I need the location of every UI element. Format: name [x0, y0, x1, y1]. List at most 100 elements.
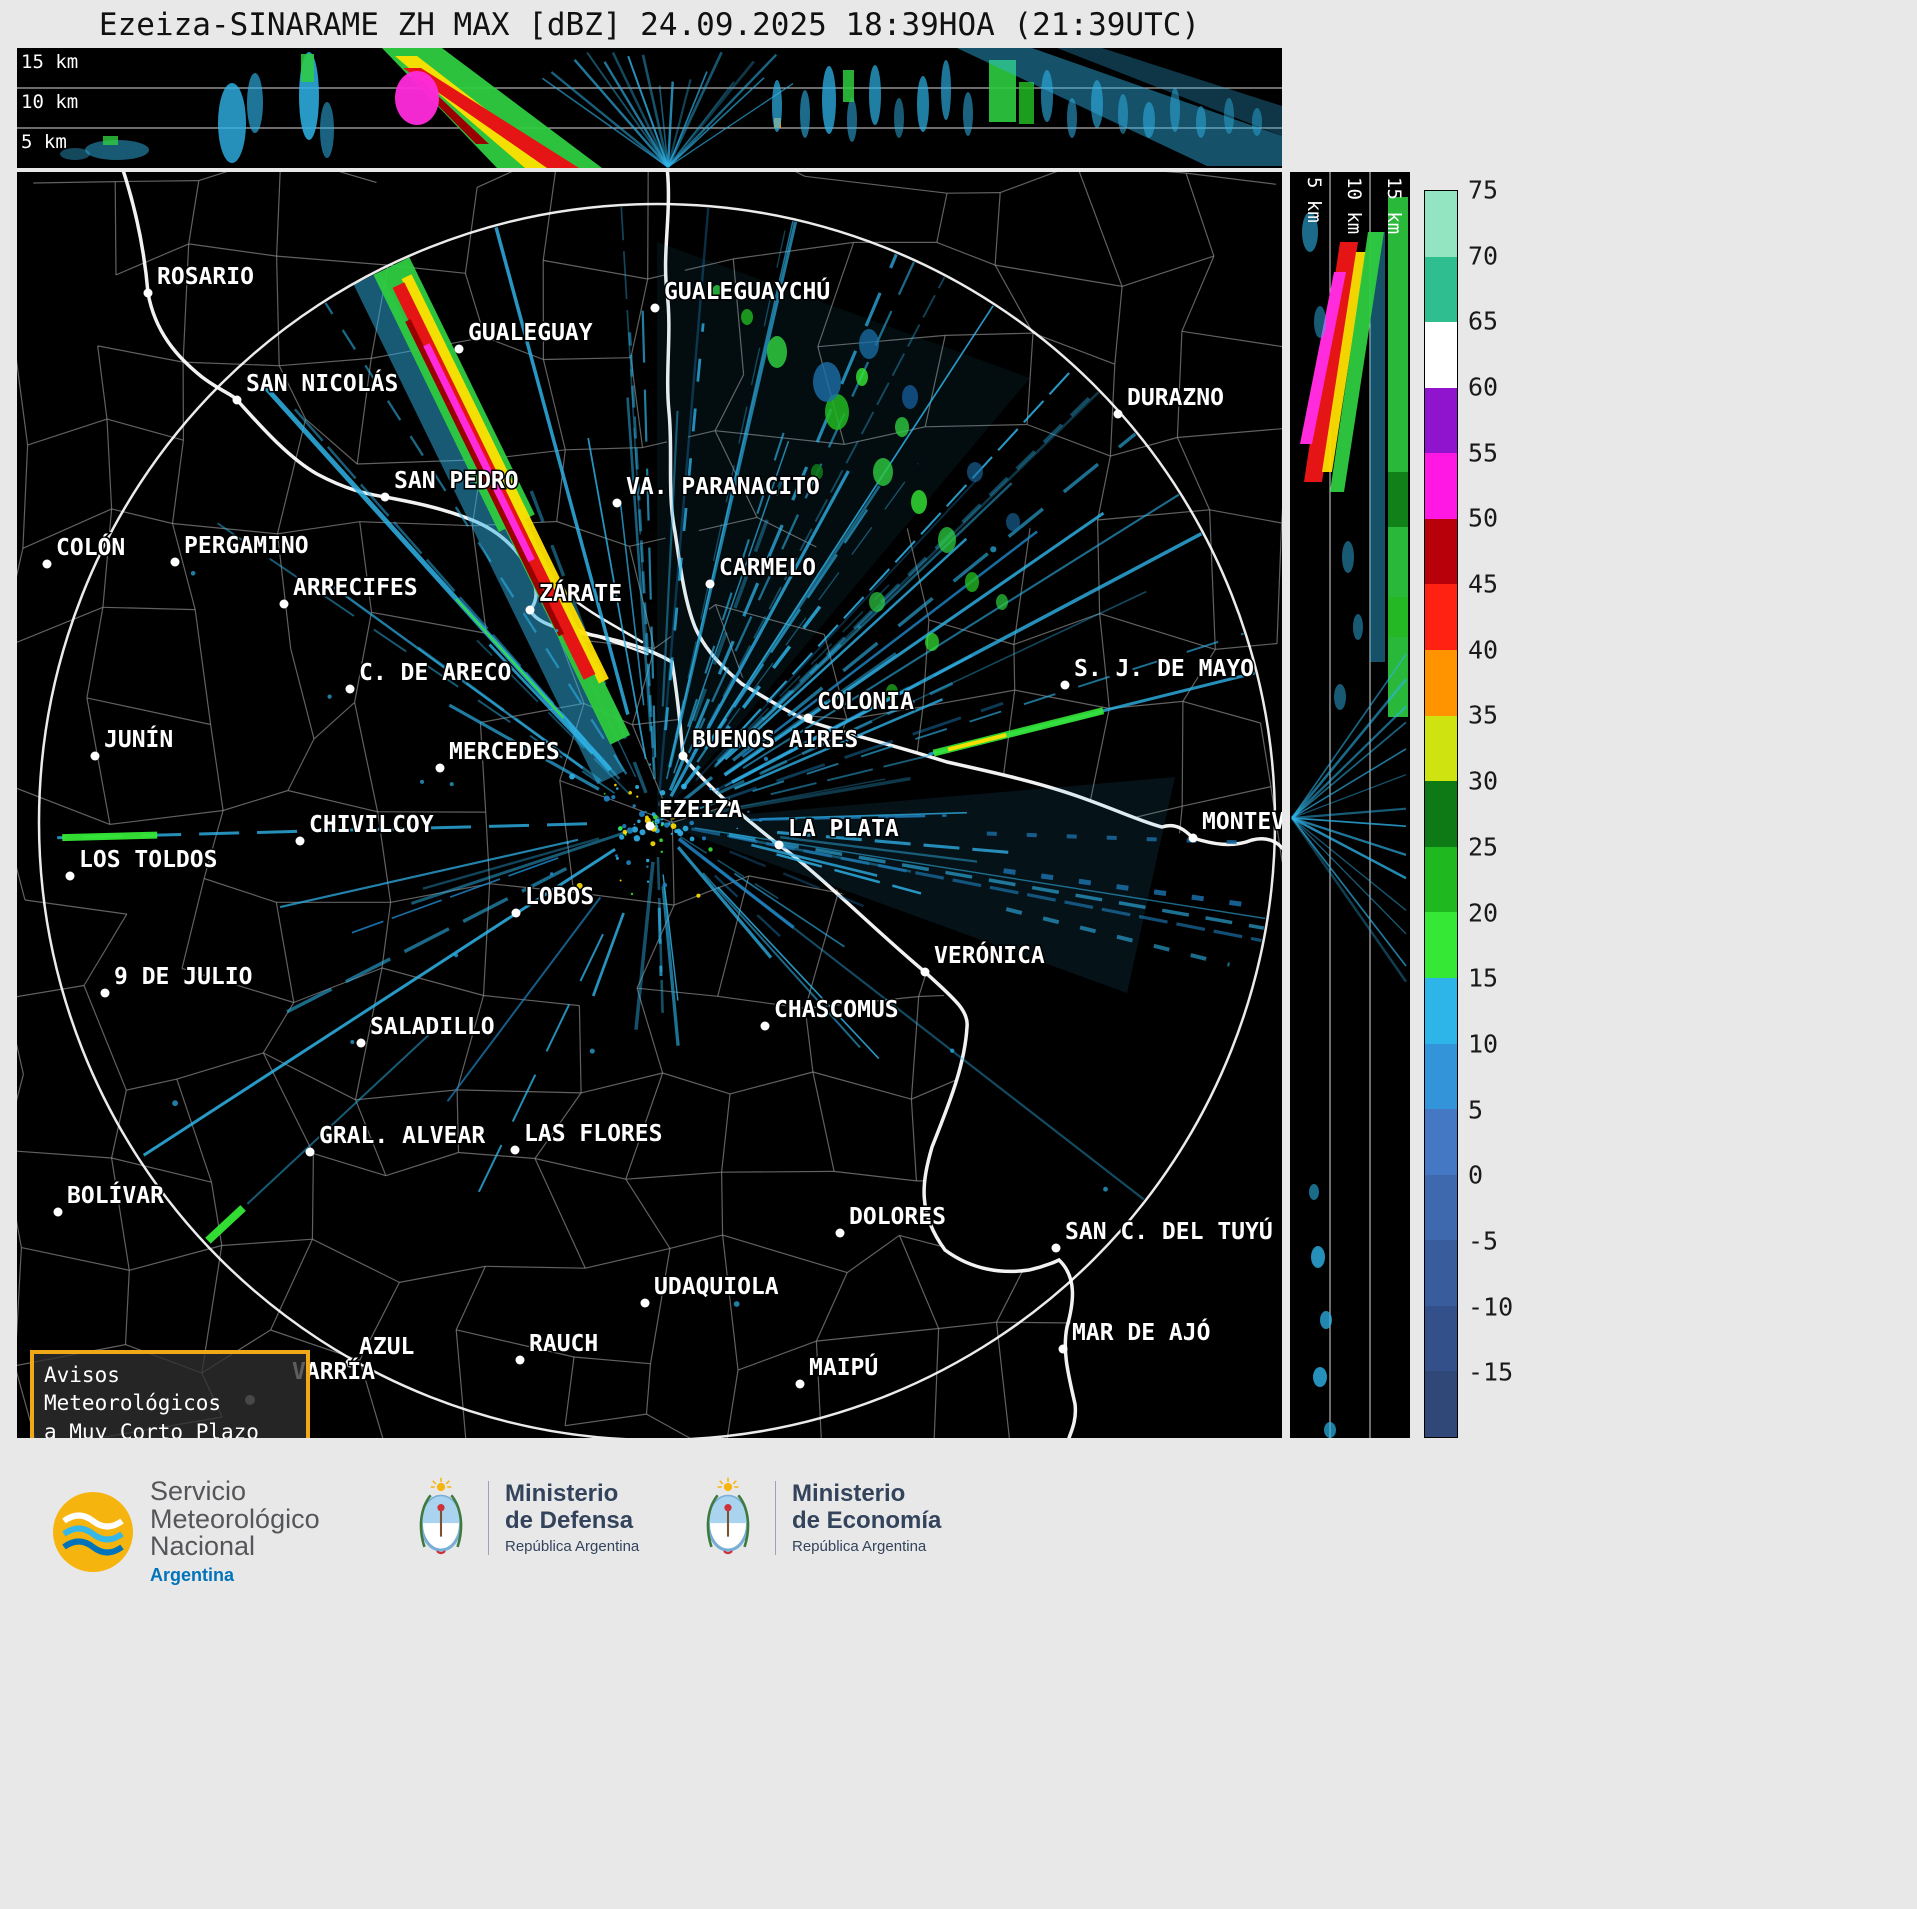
alert-line-1: Avisos Meteorológicos — [44, 1363, 222, 1416]
colorbar-band — [1425, 387, 1457, 454]
top-height-label-15km: 15 km — [21, 51, 79, 73]
city-label: GRAL. ALVEAR — [319, 1123, 485, 1149]
city-label: DOLORES — [849, 1204, 946, 1230]
city-dot — [435, 763, 445, 773]
city-dot — [345, 1358, 355, 1368]
city-dot — [645, 821, 655, 831]
alert-box: Avisos Meteorológicos a Muy Corto Plazo — [30, 1350, 310, 1438]
city-label: COLÓN — [56, 533, 125, 561]
city-dot — [515, 1355, 525, 1365]
colorbar-band — [1425, 1043, 1457, 1110]
top-cross-section-svg — [17, 48, 1282, 168]
colorbar-tick: 75 — [1468, 175, 1499, 205]
radar-range-circle — [37, 202, 1277, 1438]
city-dot — [53, 1207, 63, 1217]
economia-line-2: de Economía — [792, 1506, 942, 1534]
city-label: GUALEGUAYCHÚ — [664, 277, 830, 305]
city-dot — [295, 836, 305, 846]
broad-echo-wedges — [657, 242, 1175, 993]
city-dot — [100, 988, 110, 998]
colorbar-band — [1425, 1371, 1457, 1437]
uruguay-river — [663, 172, 744, 686]
colorbar-tick: 5 — [1468, 1095, 1484, 1125]
colorbar-band — [1425, 584, 1457, 651]
top-height-label-5km: 5 km — [21, 131, 67, 153]
right-converging-fan — [1290, 653, 1408, 983]
right-height-label-15km: 15 km — [1383, 177, 1405, 235]
colorbar-band — [1425, 1109, 1457, 1175]
city-label: RAUCH — [529, 1331, 598, 1357]
top-cross-section-panel: 15 km 10 km 5 km — [17, 48, 1282, 168]
city-dot — [90, 751, 100, 761]
colorbar-tick: -15 — [1468, 1357, 1514, 1387]
city-dot — [42, 559, 52, 569]
colorbar-tick: 55 — [1468, 438, 1499, 468]
city-label: LA PLATA — [788, 816, 899, 842]
city-dot — [760, 1021, 770, 1031]
radar-echo-rays — [57, 206, 1266, 1244]
city-dot — [525, 605, 535, 615]
colorbar-band — [1425, 256, 1457, 323]
colorbar-tick: 70 — [1468, 241, 1499, 271]
city-label: ROSARIO — [157, 264, 254, 290]
ministerio-defensa-logo: Ministerio de Defensa República Argentin… — [410, 1476, 639, 1560]
city-label: JUNÍN — [104, 725, 173, 753]
city-label: SAN NICOLÁS — [246, 369, 398, 397]
city-dot — [612, 498, 622, 508]
city-dot — [170, 557, 180, 567]
city-label: CARMELO — [719, 555, 816, 581]
defensa-sub: República Argentina — [505, 1538, 640, 1556]
colorbar-band — [1425, 781, 1457, 847]
city-label: EZEIZA — [659, 797, 742, 823]
city-dot — [650, 303, 660, 313]
city-label: LOS TOLDOS — [79, 847, 217, 873]
city-dot — [1188, 833, 1198, 843]
radar-map-svg: ROSARIO GUALEGUAYCHÚ GUALEGUAY SAN NICOLÁS S… — [17, 172, 1282, 1438]
city-label: COLONIA — [817, 689, 914, 715]
city-label: MERCEDES — [449, 739, 560, 765]
colorbar-tick: -5 — [1468, 1226, 1499, 1256]
city-label: MONTEV — [1202, 809, 1282, 835]
city-label: SAN C. DEL TUYÚ — [1065, 1217, 1273, 1245]
colorbar-tick: 10 — [1468, 1029, 1499, 1059]
city-dot — [305, 1147, 315, 1157]
colorbar-tick: 60 — [1468, 372, 1499, 402]
colorbar-tick: 15 — [1468, 963, 1499, 993]
colorbar-tick: 30 — [1468, 766, 1499, 796]
colorbar-band — [1425, 518, 1457, 585]
colorbar-band — [1425, 191, 1457, 257]
defensa-line-2: de Defensa — [505, 1506, 634, 1534]
city-label: MAIPÚ — [809, 1353, 878, 1381]
coat-of-arms-icon — [410, 1476, 472, 1560]
economia-sub: República Argentina — [792, 1538, 927, 1556]
colorbar-tick: 35 — [1468, 700, 1499, 730]
city-label: ARRECIFES — [293, 575, 418, 601]
colorbar-tick: -10 — [1468, 1292, 1514, 1322]
city-label: CHIVILCOY — [309, 812, 434, 838]
city-dot — [356, 1038, 366, 1048]
coat-of-arms-icon — [697, 1476, 759, 1560]
smn-logo: Servicio Meteorológico Nacional Argentin… — [52, 1477, 320, 1586]
city-dot — [279, 599, 289, 609]
city-dot — [454, 344, 464, 354]
colorbar-tick: 50 — [1468, 503, 1499, 533]
city-label: AZUL — [359, 1334, 414, 1360]
uruguay-coast — [740, 682, 1282, 850]
city-label: CHASCOMUS — [774, 997, 899, 1023]
colorbar-band — [1425, 453, 1457, 519]
defensa-line-1: Ministerio — [505, 1479, 619, 1507]
right-cross-section-svg — [1290, 172, 1408, 1438]
city-label: ZÁRATE — [539, 579, 622, 607]
city-label: BOLÍVAR — [67, 1181, 164, 1209]
city-label: SAN PEDRO — [394, 468, 519, 494]
city-dot — [795, 1379, 805, 1389]
echo-patches — [712, 285, 1020, 700]
center-echo-cluster — [172, 546, 1108, 1307]
city-label: LOBOS — [525, 884, 594, 910]
alert-line-2: a Muy Corto Plazo — [44, 1419, 259, 1438]
argentina-coast — [670, 660, 1078, 1438]
right-height-label-10km: 10 km — [1343, 177, 1365, 235]
page-title: Ezeiza-SINARAME ZH MAX [dBZ] 24.09.2025 … — [98, 7, 1201, 43]
city-label: DURAZNO — [1127, 385, 1224, 411]
right-height-label-5km: 5 km — [1303, 177, 1325, 223]
